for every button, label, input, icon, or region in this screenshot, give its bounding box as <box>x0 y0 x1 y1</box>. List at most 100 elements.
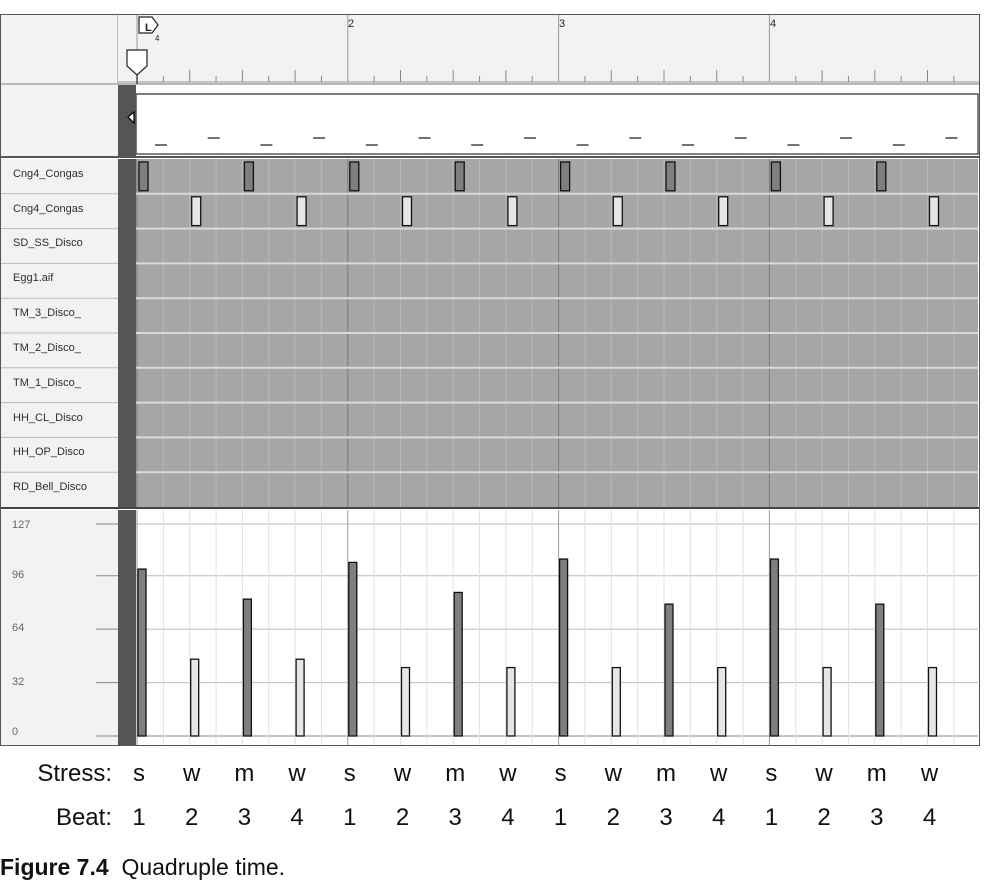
stress-cell: w <box>710 760 728 787</box>
velocity-bar <box>137 568 147 737</box>
ruler-corner <box>0 14 118 84</box>
note-grid-lines <box>0 159 978 507</box>
beat-cell: 2 <box>395 804 410 831</box>
drum-editor-canvas: .... <box>0 14 980 746</box>
beat-cell: 2 <box>185 804 199 831</box>
note-event <box>243 161 255 192</box>
velocity-sidebar <box>118 510 136 746</box>
note-event <box>401 196 413 227</box>
velocity-bar <box>822 666 832 737</box>
velocity-bar <box>558 558 569 737</box>
stress-cell: w <box>183 760 201 787</box>
beat-row-label: Beat: <box>55 804 112 831</box>
note-event <box>823 196 834 227</box>
stress-cell: w <box>288 760 306 787</box>
locator-flag-icon[interactable] <box>138 16 159 34</box>
accent-strip-header <box>0 85 118 157</box>
beat-cell: 4 <box>712 804 726 831</box>
figure-caption-text: Quadruple time. <box>121 854 286 880</box>
track-name-label[interactable]: SD_SS_Disco <box>13 237 83 249</box>
beat-cell: 3 <box>659 804 673 831</box>
stress-cell: m <box>445 760 466 787</box>
beat-cell: 2 <box>606 804 620 831</box>
note-event <box>349 161 360 192</box>
velocity-bar <box>295 658 305 737</box>
playhead-marker-icon[interactable] <box>126 49 148 76</box>
stress-cell: s <box>554 760 567 787</box>
velocity-bar <box>611 666 621 737</box>
timeline-ruler[interactable] <box>118 14 980 84</box>
stress-cell: m <box>656 760 676 787</box>
note-event <box>454 161 465 192</box>
bar-number-2: 2 <box>348 18 355 30</box>
velocity-bar <box>242 598 253 737</box>
track-sidebar <box>118 159 136 507</box>
note-event <box>191 196 202 227</box>
note-event <box>559 161 571 192</box>
drum-editor: .... L 4 2 3 4 Cng4_Congas Cng4_Congas S… <box>0 14 980 746</box>
velocity-scale-label: 64 <box>12 622 25 634</box>
stress-row-label: Stress: <box>37 760 112 787</box>
stress-cell: w <box>815 760 833 787</box>
note-event <box>876 161 887 192</box>
ruler-ticks <box>118 14 980 83</box>
beat-cell: 3 <box>870 804 884 831</box>
track-name-label[interactable]: Egg1.aif <box>13 272 54 284</box>
accent-dashes <box>155 137 958 146</box>
note-event <box>770 161 782 192</box>
beat-cell: 4 <box>922 804 937 831</box>
stress-cell: w <box>920 760 939 787</box>
track-name-label[interactable]: HH_CL_Disco <box>13 412 83 424</box>
bar-number-3: 3 <box>559 18 566 30</box>
locator-subscript: 4 <box>155 34 160 43</box>
bar-number-4: 4 <box>770 18 777 30</box>
velocity-bar <box>875 603 885 737</box>
note-events <box>138 161 940 227</box>
stress-cell: s <box>133 760 145 787</box>
velocity-grid <box>96 510 978 746</box>
beat-cell: 1 <box>553 804 568 831</box>
velocity-bars <box>137 558 938 737</box>
locator-label: L <box>145 22 152 34</box>
stress-cell: m <box>866 760 887 787</box>
stress-cell: s <box>343 760 356 787</box>
accent-strip-sidebar <box>118 85 136 157</box>
velocity-bar <box>717 666 727 737</box>
track-name-label[interactable]: HH_OP_Disco <box>13 446 85 458</box>
track-name-label[interactable]: RD_Bell_Disco <box>13 481 87 493</box>
stress-cell: w <box>499 760 517 787</box>
note-event <box>138 161 149 192</box>
beat-cell: 2 <box>817 804 831 831</box>
note-event <box>612 196 623 227</box>
beat-cell: 1 <box>764 804 779 831</box>
track-name-label[interactable]: TM_1_Disco_ <box>13 377 81 389</box>
stress-cell: w <box>393 760 412 787</box>
stress-cell: w <box>604 760 622 787</box>
track-name-label[interactable]: Cng4_Congas <box>13 168 84 180</box>
velocity-bar <box>400 666 411 737</box>
velocity-bar <box>664 603 674 737</box>
splitter-handle[interactable]: .... <box>512 505 521 514</box>
beat-cell: 4 <box>501 804 515 831</box>
accent-lane[interactable] <box>135 93 979 155</box>
track-name-label[interactable]: Cng4_Congas <box>13 203 84 215</box>
note-event <box>718 196 729 227</box>
velocity-scale-label: 127 <box>12 519 31 531</box>
velocity-bar <box>769 558 780 737</box>
velocity-bar <box>190 658 200 737</box>
note-event <box>665 161 676 192</box>
note-event <box>928 196 940 227</box>
track-name-label[interactable]: TM_3_Disco_ <box>13 307 81 319</box>
velocity-lane[interactable] <box>136 510 978 746</box>
beat-cell: 3 <box>448 804 462 831</box>
note-event <box>296 196 307 227</box>
velocity-scale-label: 0 <box>12 726 19 738</box>
accent-arrow-icon[interactable] <box>127 110 135 125</box>
track-name-label[interactable]: TM_2_Disco_ <box>13 342 81 354</box>
velocity-scale-label: 32 <box>12 676 25 688</box>
stress-cell: s <box>765 760 778 787</box>
figure-label: Figure 7.4 <box>0 854 109 880</box>
stress-cell: m <box>234 760 255 787</box>
velocity-bar <box>453 591 463 737</box>
figure-caption: Figure 7.4 Quadruple time. <box>0 854 285 881</box>
